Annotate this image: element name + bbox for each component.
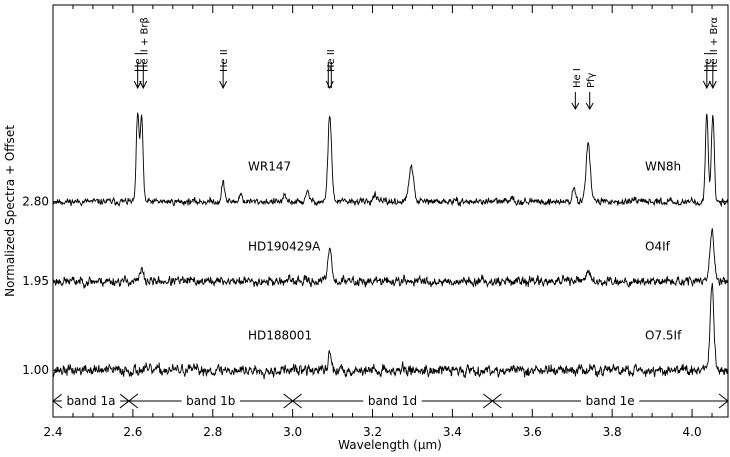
x-tick-label: 2.4: [43, 425, 62, 439]
y-axis-label: Normalized Spectra + Offset: [3, 125, 17, 297]
x-axis-label: Wavelength (μm): [338, 438, 442, 452]
spectral-type-label: O7.5If: [645, 328, 682, 342]
line-id-arrowhead: [702, 80, 711, 90]
line-id-arrowhead: [325, 80, 334, 90]
x-tick-label: 4.0: [683, 425, 702, 439]
series-name-label: HD188001: [248, 328, 312, 342]
x-tick-label: 3.6: [523, 425, 542, 439]
x-tick-label: 2.8: [203, 425, 222, 439]
spectra-series: WR147 WN8h HD190429A O4If HD188001 O7.5If: [52, 112, 729, 380]
band-label-bg: [580, 392, 640, 406]
band-label-bg: [363, 392, 422, 406]
line-id-label: He II: [326, 49, 337, 72]
spectrum-line: [52, 112, 729, 208]
band-arrowhead: [128, 393, 139, 409]
band-arrowhead: [291, 393, 302, 409]
band-label: band 1a: [66, 394, 115, 408]
series-name-label: HD190429A: [248, 239, 321, 253]
spectral-type-label: WN8h: [645, 160, 681, 174]
band-label: band 1e: [586, 394, 635, 408]
y-tick-label: 1.00: [22, 363, 49, 377]
band-arrowhead: [52, 393, 63, 409]
line-id-label: He II: [219, 49, 230, 72]
band-arrowhead: [718, 393, 729, 409]
line-id-label: Pfγ: [586, 72, 597, 88]
line-id-label: He II + Brβ: [139, 17, 150, 72]
line-id-label: He I: [134, 52, 145, 72]
line-id-label: He I: [703, 52, 714, 72]
spectrum-line: [52, 228, 729, 290]
x-tick-label: 3.4: [443, 425, 462, 439]
x-tick-label: 3.8: [603, 425, 622, 439]
series-name-label: WR147: [248, 160, 291, 174]
spectral-type-label: O4If: [645, 239, 671, 253]
band-label: band 1b: [186, 394, 235, 408]
line-id-arrowhead: [139, 80, 148, 90]
y-tick-label: 2.80: [22, 195, 49, 209]
spectrum-line: [52, 282, 729, 380]
line-id-arrowhead: [571, 102, 580, 110]
line-id-label: He II + Brα: [709, 17, 720, 72]
band-label: band 1d: [368, 394, 417, 408]
band-label-bg: [181, 392, 240, 406]
y-tick-label: 1.95: [22, 274, 49, 288]
line-id-arrowhead: [133, 80, 142, 90]
line-id-arrowhead: [219, 80, 228, 90]
line-id-arrowhead: [708, 80, 717, 90]
x-tick-label: 3.2: [363, 425, 382, 439]
axis-ticks: 2.4 2.6 2.8 3.0 3.2 3.4 3.6 3.8 4.0 1.00 1.95 2.80: [22, 5, 728, 439]
plot-frame: [52, 4, 729, 418]
band-ranges: band 1a band 1b band 1d band 1e: [52, 392, 729, 409]
band-arrowhead: [491, 393, 502, 409]
x-tick-label: 3.0: [283, 425, 302, 439]
line-id-arrowhead: [585, 102, 594, 110]
x-tick-label: 2.6: [123, 425, 142, 439]
band-label-bg: [61, 392, 121, 406]
line-id-label: He I: [572, 68, 583, 88]
